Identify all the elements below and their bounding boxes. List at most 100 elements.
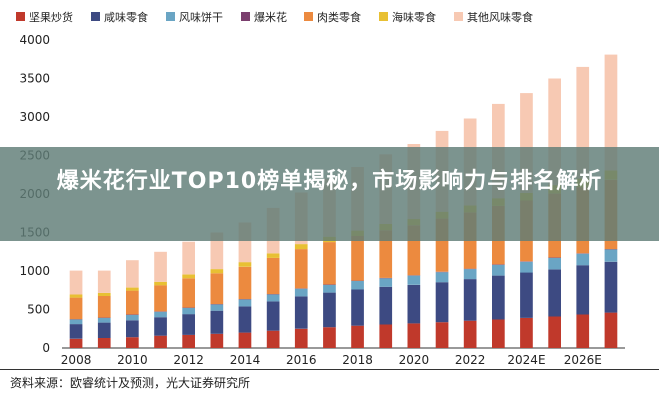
bar-segment: [323, 284, 336, 293]
bar-segment: [154, 311, 167, 318]
bar-segment: [604, 312, 618, 348]
bar-segment: [576, 253, 590, 266]
bar-segment: [266, 330, 280, 348]
bar-segment: [266, 253, 280, 258]
x-tick-label: 2018: [342, 353, 373, 367]
bar-segment: [182, 278, 195, 308]
bar-segment: [238, 266, 252, 300]
bar-segment: [182, 241, 195, 275]
bar-segment: [407, 275, 421, 285]
x-tick-label: 2022: [455, 353, 486, 367]
divider: [0, 369, 659, 370]
bar-segment: [351, 325, 364, 348]
bar-segment: [266, 301, 280, 331]
bar-segment: [492, 275, 505, 320]
bar-segment: [97, 270, 111, 293]
bar-segment: [351, 289, 364, 326]
bar-segment: [492, 264, 505, 276]
bar-segment: [238, 262, 252, 267]
bar-segment: [238, 299, 252, 307]
bar-segment: [407, 284, 421, 324]
x-tick-label: 2026E: [564, 353, 602, 367]
bar-segment: [210, 333, 224, 348]
legend-label: 咸味零食: [104, 10, 148, 24]
bar-segment: [294, 288, 308, 297]
bar-segment: [351, 281, 364, 290]
bar-segment: [126, 260, 139, 288]
bar-segment: [97, 296, 111, 318]
banner-title: 爆米花行业TOP10榜单揭秘，市场影响力与排名解析: [56, 169, 603, 194]
bar-segment: [379, 324, 393, 348]
bar-segment: [154, 281, 167, 286]
bar-segment: [97, 322, 111, 338]
bar-segment: [379, 278, 393, 287]
bar-segment: [210, 310, 224, 334]
legend-label: 爆米花: [254, 10, 287, 24]
legend-label: 肉类零食: [317, 10, 361, 24]
y-tick-label: 3500: [19, 72, 50, 86]
bar-segment: [97, 318, 111, 323]
bar-segment: [463, 320, 477, 348]
bar-segment: [323, 292, 336, 328]
bar-segment: [266, 257, 280, 295]
bar-segment: [182, 314, 195, 335]
bar-segment: [126, 314, 139, 321]
bar-segment: [210, 232, 224, 270]
bar-segment: [210, 269, 224, 274]
bar-segment: [520, 272, 533, 318]
bar-segment: [154, 335, 167, 348]
bar-segment: [97, 292, 111, 296]
bar-segment: [435, 272, 449, 283]
bar-segment: [520, 318, 533, 348]
bar-segment: [407, 323, 421, 348]
y-tick-label: 4000: [19, 33, 50, 47]
bar-segment: [520, 261, 533, 273]
bar-segment: [576, 265, 590, 315]
bar-segment: [463, 269, 477, 280]
bar-segment: [69, 297, 83, 320]
x-tick-label: 2014: [230, 353, 261, 367]
bar-segment: [604, 249, 618, 262]
x-tick-label: 2012: [173, 353, 204, 367]
bar-segment: [97, 338, 111, 348]
bar-segment: [210, 273, 224, 305]
bar-segment: [126, 287, 139, 291]
legend-swatch: [16, 12, 25, 21]
bar-segment: [548, 316, 561, 348]
bar-segment: [604, 261, 618, 313]
bar-segment: [294, 244, 308, 250]
legend-swatch: [304, 12, 313, 21]
bar-segment: [182, 334, 195, 348]
x-tick-label: 2010: [117, 353, 148, 367]
bar-segment: [492, 319, 505, 348]
bar-segment: [210, 304, 224, 311]
bar-segment: [266, 294, 280, 302]
bar-segment: [69, 324, 83, 339]
legend-swatch: [241, 12, 250, 21]
bar-segment: [323, 242, 336, 285]
bar-segment: [294, 249, 308, 289]
bar-segment: [604, 54, 618, 171]
legend-label: 坚果炒货: [29, 10, 73, 24]
y-tick-label: 1000: [19, 264, 50, 278]
bar-segment: [238, 306, 252, 333]
bar-segment: [238, 332, 252, 348]
bar-segment: [463, 279, 477, 321]
bar-segment: [576, 314, 590, 348]
bar-segment: [379, 286, 393, 325]
bar-segment: [126, 320, 139, 338]
bar-segment: [126, 290, 139, 315]
bar-segment: [323, 327, 336, 348]
title-banner: [0, 147, 659, 241]
bar-segment: [182, 274, 195, 279]
x-axis: 2008 2010 2012 2014 2016 2018 2020 2022 2024E 202…: [61, 347, 625, 367]
legend-swatch: [454, 12, 463, 21]
bar-segment: [69, 338, 83, 348]
y-tick-label: 500: [27, 303, 50, 317]
x-tick-label: 2008: [61, 353, 92, 367]
bar-segment: [351, 236, 364, 281]
x-tick-label: 2020: [399, 353, 430, 367]
bar-segment: [379, 230, 393, 278]
legend-label: 海味零食: [392, 10, 436, 24]
legend-swatch: [91, 12, 100, 21]
